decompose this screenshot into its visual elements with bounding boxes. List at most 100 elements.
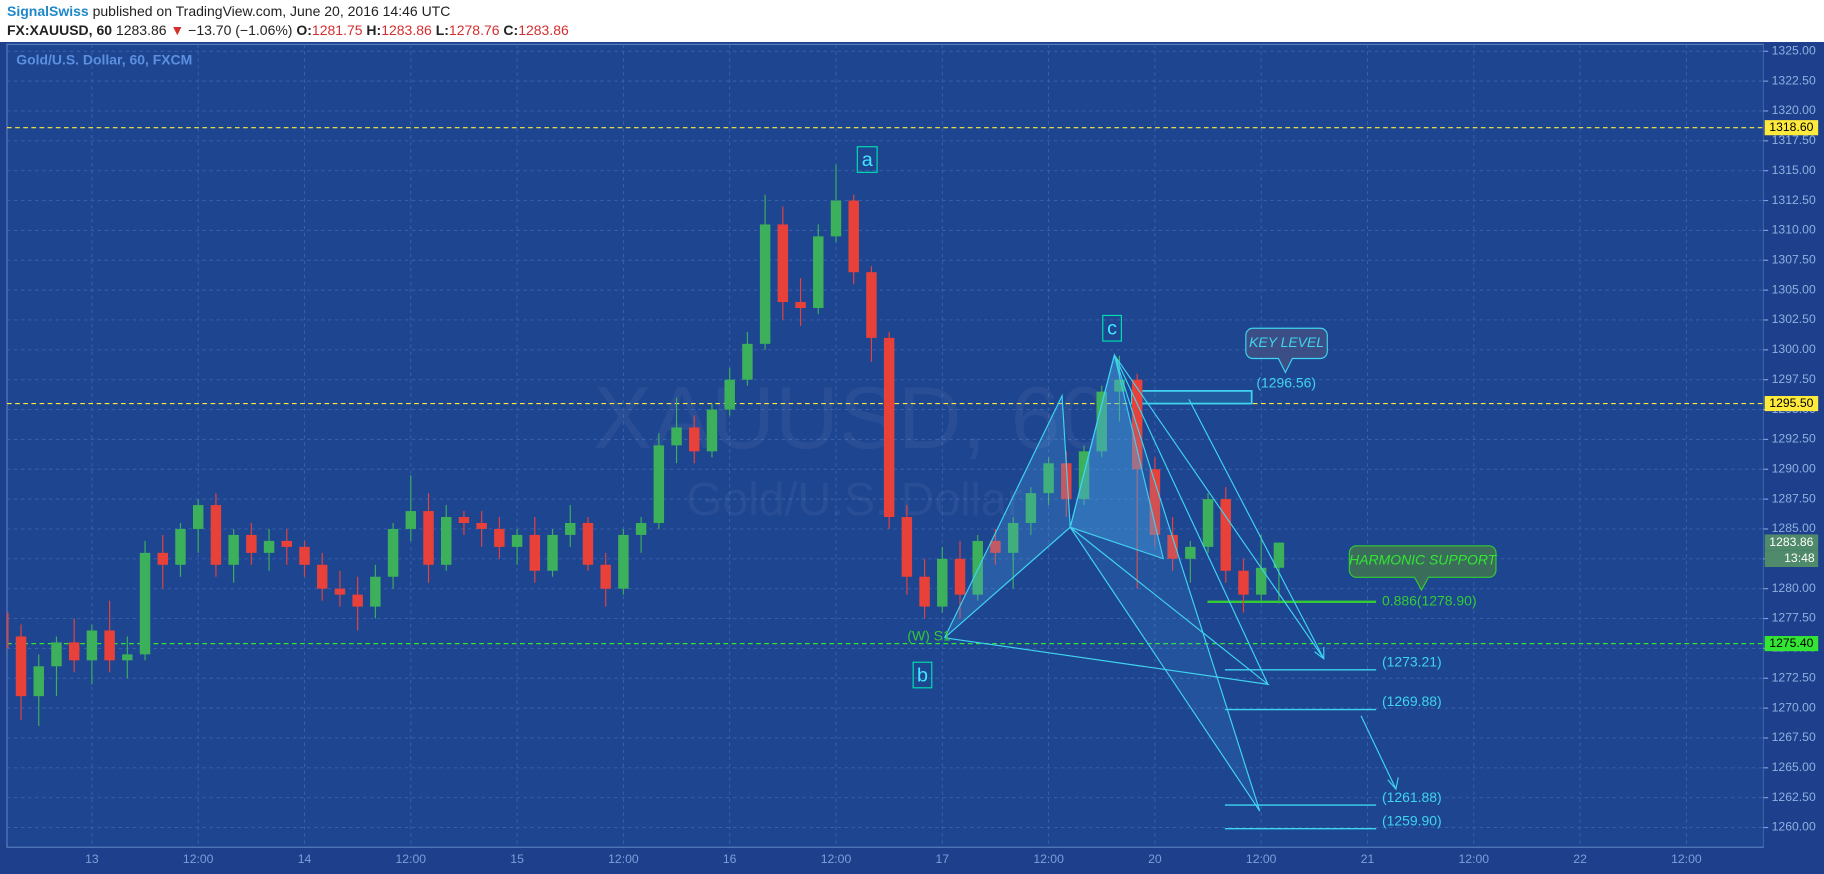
price-tag-label: 1275.40 [1769,636,1813,650]
arrow-head [1387,777,1399,791]
candle-body [1238,570,1249,595]
candle-body [139,552,151,655]
target-label: (1269.88) [1382,693,1442,709]
y-tick-label: 1310.00 [1772,223,1816,237]
header-line: SignalSwiss published on TradingView.com… [7,2,1824,21]
x-tick-label: 17 [936,852,950,866]
y-tick-label: 1317.50 [1772,133,1816,147]
candle-body [742,343,753,380]
y-tick-label: 1262.50 [1772,790,1816,804]
wave-label: a [862,149,873,171]
candle-body [901,517,913,577]
last-price-tag [1764,534,1819,551]
candle-body [104,630,115,661]
candle-body [1149,469,1161,535]
candle-body [210,505,222,565]
x-tick-label: 21 [1361,852,1375,866]
candle-body [689,427,700,452]
candle-body [1061,463,1072,500]
y-tick-label: 1285.00 [1772,521,1816,535]
candle-body [600,564,611,589]
callouts: KEY LEVEL HARMONIC SUPPORT [1245,327,1498,592]
candle-body [795,302,806,309]
published: published on TradingView.com, June 20, 2… [92,3,451,19]
y-tick-label: 1290.00 [1772,461,1816,475]
candle-body [405,511,417,529]
x-tick-label: 20 [1148,852,1162,866]
label-box [912,661,933,689]
y-tick-label: 1270.00 [1772,700,1816,714]
candle-body [281,540,293,547]
candle-body [1255,567,1267,595]
candle-body [813,236,824,309]
o: 1281.75 [311,22,363,38]
y-tick-label: 1272.50 [1772,670,1816,684]
candle-body [33,666,44,697]
candle-body [866,272,877,338]
candle-body [529,534,541,571]
y-tick-label: 1300.00 [1772,342,1816,356]
target-label: (1259.90) [1382,812,1442,828]
change: −13.70 (−1.06%) [188,22,293,38]
target-label: (1296.56) [1256,375,1316,391]
arrow-head [1314,647,1325,660]
y-tick-label: 1287.50 [1772,491,1816,505]
candle-body [1025,493,1037,523]
countdown-label: 13:48 [1784,551,1815,565]
candle-body [759,224,771,344]
candle-body [883,337,895,518]
callout-box [1348,545,1497,592]
axes: 1260.00 1262.50 1265.00 1267.50 1270.00 1272.… [85,43,1824,866]
candle-body [1131,379,1143,470]
label-box [856,146,878,173]
candle-body [1202,499,1214,547]
author[interactable]: SignalSwiss [7,3,89,19]
x-tick-label: 12:00 [608,852,639,866]
x-tick-label: 14 [298,852,312,866]
x-tick-label: 16 [723,852,737,866]
y-tick-label: 1267.50 [1772,730,1816,744]
x-tick-label: 13 [85,852,99,866]
l-label: L: [435,22,449,38]
candle-body [954,558,966,595]
y-tick-label: 1297.50 [1772,372,1816,386]
c: 1283.86 [518,22,569,38]
label-box [1102,314,1122,342]
candle-body [458,517,470,523]
candle-body [423,511,434,565]
candle-body [547,534,558,571]
target-label: 0.886(1278.90) [1382,592,1477,608]
candle-body [228,534,239,565]
candle-body [15,636,27,697]
candle-body [990,540,1001,553]
h-label: H: [366,22,382,38]
candle-body [1185,546,1196,559]
y-tick-label: 1292.50 [1772,432,1816,446]
candle-body [157,552,168,565]
candle-body [440,517,452,565]
watermark-sub: Gold/U.S. Dollar [686,473,1022,525]
candle-body [582,522,594,565]
header: SignalSwiss published on TradingView.com… [0,0,1824,42]
candle-body [919,576,930,607]
pattern-line [1113,354,1269,685]
candle-body [263,540,275,553]
arrow [1360,715,1397,790]
harmonic-pattern [944,352,1399,812]
candle-body [1220,499,1231,571]
y-tick-label: 1260.00 [1772,820,1816,834]
x-tick-label: 22 [1573,852,1587,866]
callout: KEY LEVEL [1249,334,1324,350]
x-tick-label: 12:00 [396,852,427,866]
y-tick-label: 1322.50 [1772,73,1816,87]
candle-body [706,409,718,452]
pattern-line [1188,398,1325,659]
candle-body [1096,391,1107,452]
wave-label: b [917,664,928,686]
price-tag [1764,636,1819,652]
last-price-label: 1283.86 [1769,535,1813,549]
candle-body [653,445,665,523]
l: 1278.76 [448,22,500,38]
pattern-line [1113,354,1325,660]
x-tick-label: 12:00 [1246,852,1277,866]
